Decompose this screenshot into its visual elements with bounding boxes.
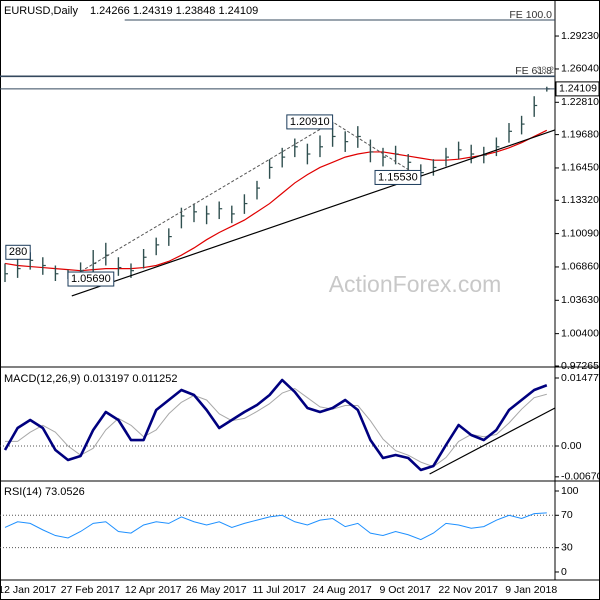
y-tick-label: 1.26040 <box>561 63 599 75</box>
y-tick-label: 0.014776 <box>561 372 600 384</box>
trendline <box>71 129 556 297</box>
y-tick-label: 0.00 <box>561 440 582 452</box>
annotation-box <box>374 169 422 185</box>
fe-label: FE 61.8 <box>515 65 552 77</box>
y-tick-label: 1.29230 <box>561 30 599 42</box>
panel-title: RSI(14) 73.0526 <box>4 486 85 498</box>
x-tick-label: 9 Jan 2018 <box>505 584 557 596</box>
annotation-box <box>286 114 334 130</box>
moving-average <box>4 129 548 272</box>
y-tick-label: 70 <box>561 509 573 521</box>
x-tick-label: 12 Jan 2017 <box>0 584 56 596</box>
y-tick-label: 100 <box>561 485 579 497</box>
annotation-label: 1.20910 <box>290 116 330 128</box>
annotation-box <box>5 244 31 260</box>
signal-line <box>5 387 547 468</box>
chart-subtitle: 1.24266 1.24319 1.23848 1.24109 <box>90 5 258 17</box>
y-tick-label: 1.03630 <box>561 294 599 306</box>
y-tick-label: 1.22810 <box>561 96 599 108</box>
watermark: ActionForex.com <box>329 271 502 297</box>
y-tick-label: 0.97265 <box>561 360 599 372</box>
chart-title: EURUSD,Daily <box>4 5 78 17</box>
y-tick-label: 0 <box>561 566 567 578</box>
x-tick-label: 12 Apr 2017 <box>125 584 182 596</box>
y-tick-label: 1.00400 <box>561 327 599 339</box>
x-tick-label: 22 Nov 2017 <box>438 584 498 596</box>
y-tick-label: 1.06860 <box>561 261 599 273</box>
fe-label: 38.2 <box>536 65 554 75</box>
annotation-label: 1.15530 <box>378 171 418 183</box>
x-tick-label: 9 Oct 2017 <box>380 584 432 596</box>
current-price-box <box>555 81 600 97</box>
y-tick-label: 1.10090 <box>561 227 599 239</box>
fe-label: FE 100.0 <box>509 9 552 21</box>
rsi-line <box>4 512 547 541</box>
y-tick-label: 1.13320 <box>561 194 599 206</box>
y-tick-label: 30 <box>561 541 573 553</box>
macd-line <box>3 378 548 472</box>
trendline <box>429 407 556 475</box>
y-tick-label: 1.19680 <box>561 128 599 140</box>
annotation-label: 280 <box>9 246 27 258</box>
x-tick-label: 27 Feb 2017 <box>61 584 120 596</box>
y-tick-label: 1.16450 <box>561 162 599 174</box>
x-tick-label: 24 Aug 2017 <box>313 584 372 596</box>
current-price: 1.24109 <box>559 83 597 95</box>
x-tick-label: 11 Jul 2017 <box>252 584 306 596</box>
panel-title: MACD(12,26,9) 0.013197 0.011252 <box>4 373 177 385</box>
y-tick-label: -0.006705 <box>561 471 600 483</box>
annotation-box <box>67 271 115 287</box>
annotation-label: 1.05690 <box>71 273 111 285</box>
x-tick-label: 26 May 2017 <box>186 584 247 596</box>
